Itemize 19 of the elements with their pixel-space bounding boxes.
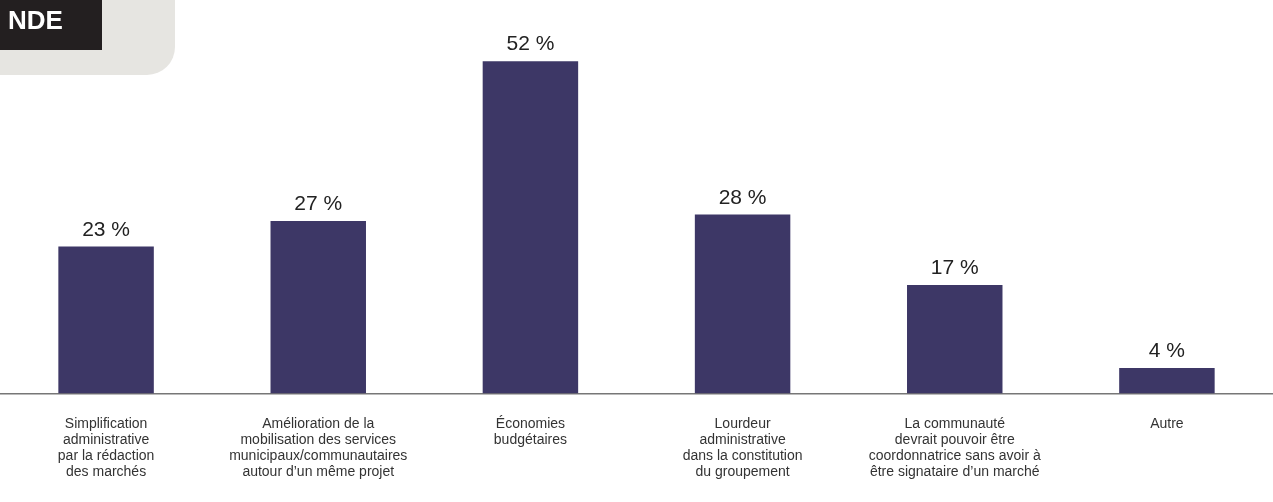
x-tick-label: Simplification administrative par la rédaction des marchés <box>57 414 155 479</box>
bar <box>482 61 579 394</box>
data-label: 27 % <box>294 191 343 215</box>
bar <box>270 220 366 394</box>
data-label: 52 % <box>506 31 555 55</box>
bar <box>58 246 154 394</box>
data-label: 23 % <box>82 216 131 240</box>
chart-title: NDE <box>0 0 102 50</box>
x-tick-label: La communauté devrait pouvoir être coordonnatrice sans avoir à être signataire d’un marché <box>868 414 1041 479</box>
x-tick-label: Lourdeur administrative dans la constitution du groupement <box>682 414 803 479</box>
bar <box>694 214 791 394</box>
data-label: 17 % <box>930 255 979 279</box>
x-tick-label: Économies budgétaires <box>493 414 567 447</box>
data-label: 28 % <box>718 184 767 208</box>
bar <box>907 284 1003 394</box>
data-label: 4 % <box>1148 338 1186 362</box>
bar <box>1119 368 1215 394</box>
x-tick-label: Autre <box>1150 414 1184 431</box>
x-tick-label: Amélioration de la mobilisation des services municipaux/communautaires autour d’un même projet <box>229 414 408 479</box>
